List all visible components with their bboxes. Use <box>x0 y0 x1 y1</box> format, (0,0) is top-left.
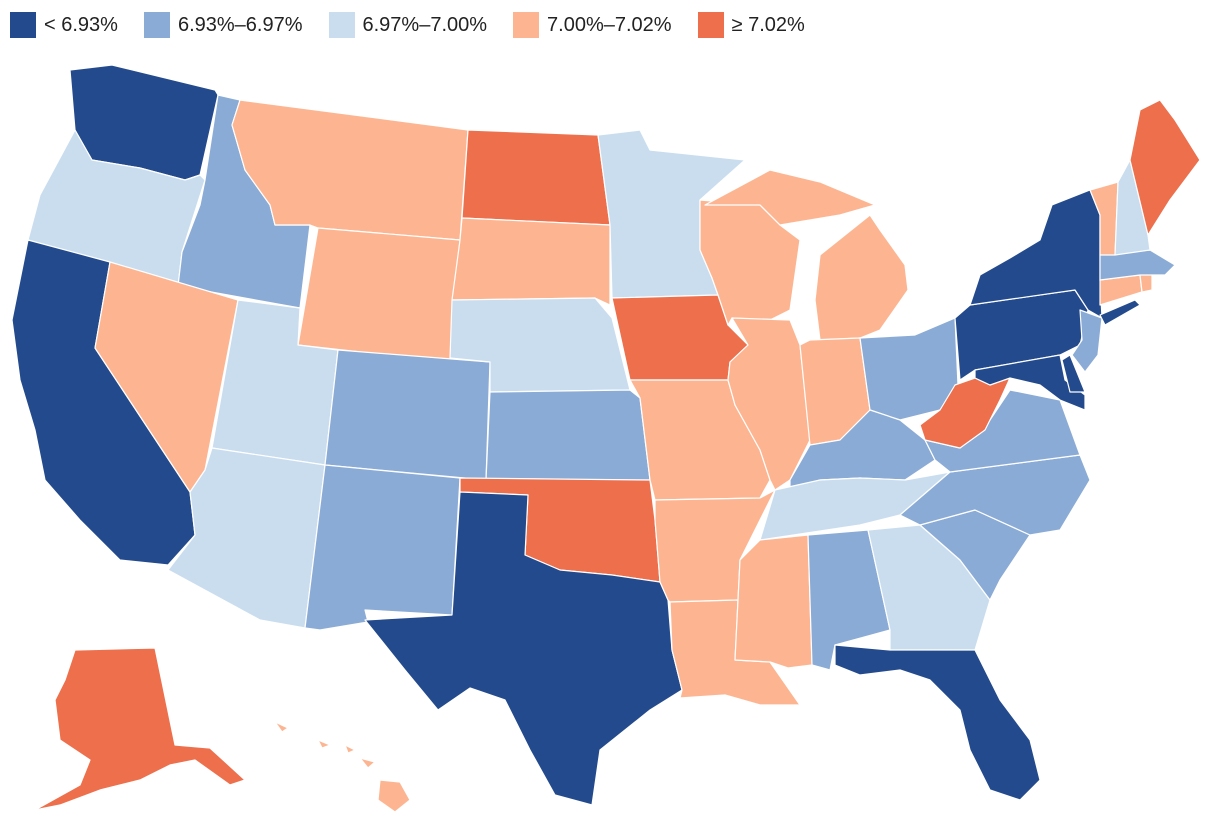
legend-item-bin-1: 6.93%–6.97% <box>143 12 303 38</box>
legend-item-bin-2: 6.97%–7.00% <box>328 12 488 38</box>
state-wy[interactable] <box>297 227 461 363</box>
legend-swatch <box>10 12 36 38</box>
legend-label: 7.00%–7.02% <box>547 13 672 36</box>
state-ks[interactable] <box>485 389 651 481</box>
state-me[interactable] <box>1129 99 1201 236</box>
state-nm[interactable] <box>304 464 461 631</box>
state-vt[interactable] <box>1089 181 1119 256</box>
state-ak[interactable] <box>34 647 246 811</box>
legend-item-bin-4: ≥ 7.02% <box>697 12 805 38</box>
legend-swatch <box>143 12 170 38</box>
legend-item-bin-3: 7.00%–7.02% <box>513 12 672 38</box>
state-mi-upper[interactable] <box>704 169 876 226</box>
legend-label: 6.93%–6.97% <box>177 13 303 36</box>
legend-swatch <box>697 12 724 38</box>
state-tx[interactable] <box>364 491 683 806</box>
legend: < 6.93% 6.93%–6.97% 6.97%–7.00% 7.00%–7.… <box>10 12 831 38</box>
legend-swatch <box>328 12 355 38</box>
state-de[interactable] <box>1061 354 1086 393</box>
state-nd[interactable] <box>461 129 611 226</box>
legend-item-bin-0: < 6.93% <box>10 12 118 38</box>
legend-label: 6.97%–7.00% <box>362 13 488 36</box>
state-sd[interactable] <box>451 217 611 306</box>
state-ny-long-island[interactable] <box>1099 299 1141 326</box>
state-ri[interactable] <box>1139 273 1153 293</box>
legend-swatch <box>513 12 540 38</box>
legend-label: < 6.93% <box>44 13 118 36</box>
state-mi[interactable] <box>814 214 909 341</box>
state-ms[interactable] <box>734 534 813 669</box>
state-co[interactable] <box>324 349 491 481</box>
state-md[interactable] <box>974 354 1086 411</box>
state-hi[interactable] <box>274 721 411 813</box>
state-nh[interactable] <box>1114 159 1151 256</box>
state-fl[interactable] <box>834 644 1041 801</box>
legend-label: ≥ 7.02% <box>731 13 805 36</box>
